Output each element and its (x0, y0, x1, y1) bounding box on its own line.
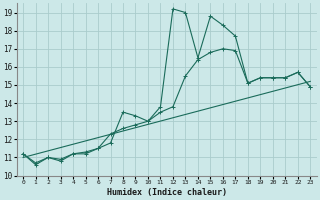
X-axis label: Humidex (Indice chaleur): Humidex (Indice chaleur) (107, 188, 227, 197)
